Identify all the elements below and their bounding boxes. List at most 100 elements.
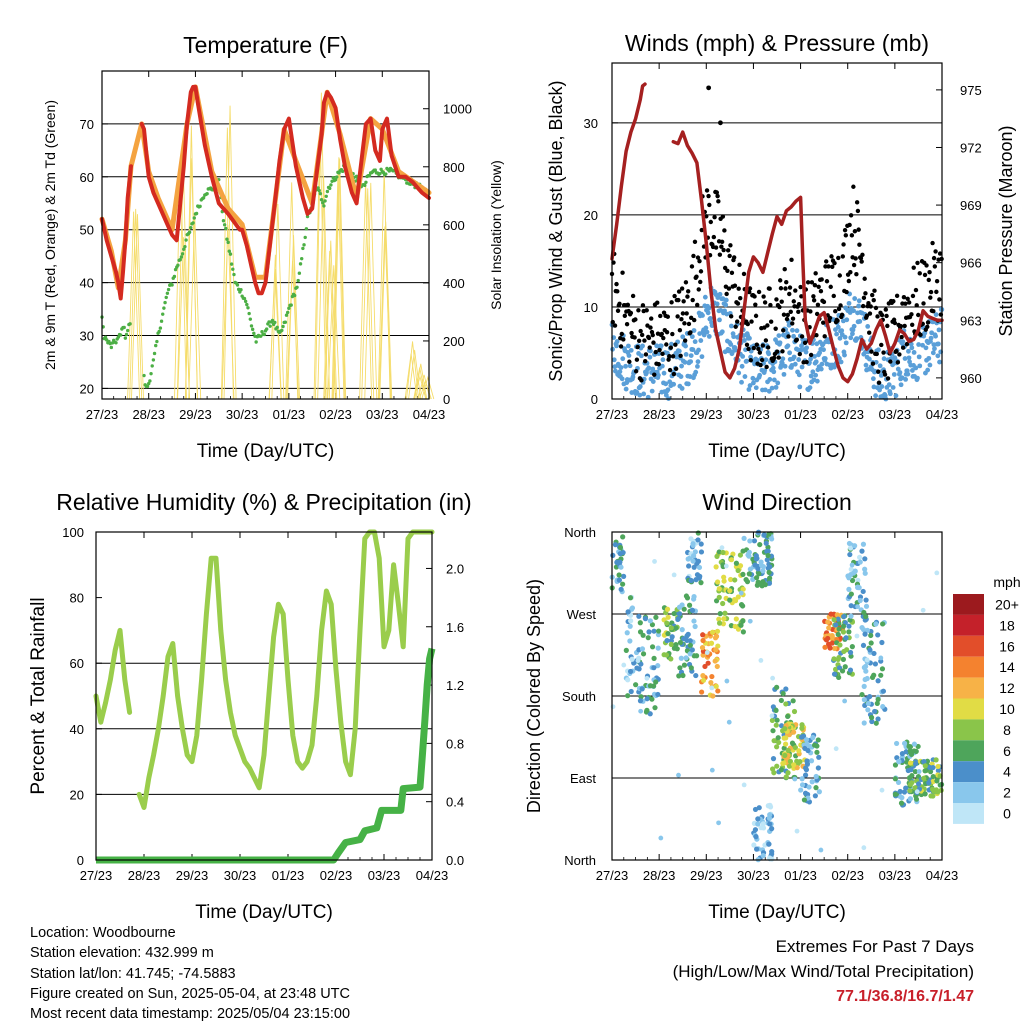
dewpoint-point (123, 336, 128, 340)
y-axis-label: Sonic/Prop Wind & Gust (Blue, Black) (546, 80, 566, 381)
direction-point (852, 543, 858, 549)
gust-point (668, 345, 674, 350)
gust-point (689, 315, 694, 321)
direction-point (912, 761, 919, 767)
direction-point (926, 780, 932, 786)
dewpoint-point (103, 335, 108, 339)
direction-point (831, 617, 837, 623)
wind-point (612, 364, 618, 370)
dewpoint-point (285, 310, 290, 315)
dewpoint-point (305, 214, 310, 219)
gust-point (848, 213, 854, 218)
legend-swatch (953, 761, 984, 783)
direction-point (644, 708, 650, 714)
gust-point (909, 312, 914, 317)
direction-point (737, 552, 744, 558)
gust-point (633, 317, 638, 322)
wind-point (933, 333, 938, 339)
direction-point (783, 735, 789, 741)
gust-point (898, 324, 904, 329)
direction-point (774, 717, 780, 723)
extremes-values: 77.1/36.8/16.7/1.47 (836, 988, 974, 1005)
wind-point (770, 365, 776, 371)
direction-point (715, 688, 721, 694)
direction-point (849, 562, 855, 568)
x-tick-label: 04/23 (413, 407, 446, 422)
wind-point (728, 342, 734, 347)
wind-point (649, 388, 655, 394)
gust-point (757, 350, 763, 355)
direction-point (694, 653, 700, 659)
wind-point (898, 382, 904, 388)
direction-point (778, 767, 785, 773)
x-axis-label: Time (Day/UTC) (708, 902, 846, 923)
direction-point (752, 827, 759, 833)
direction-point (879, 666, 886, 672)
direction-point (677, 639, 684, 646)
gust-point (913, 287, 919, 293)
wind-point (692, 339, 698, 345)
legend-label: 14 (999, 659, 1015, 675)
gust-point (764, 364, 769, 370)
gust-point (664, 329, 670, 335)
direction-point (778, 697, 784, 704)
wind-point (909, 345, 915, 351)
direction-point (914, 789, 920, 795)
gust-point (888, 359, 893, 364)
direction-point (724, 678, 730, 684)
wind-point (854, 336, 860, 342)
direction-point (791, 762, 797, 768)
gust-point (639, 378, 644, 383)
gust-point (894, 293, 900, 299)
wind-point (739, 363, 745, 369)
y-tick-label: 40 (80, 276, 94, 291)
wind-point (873, 393, 879, 399)
legend-swatch (953, 698, 984, 720)
gust-point (680, 311, 686, 316)
gust-point (891, 299, 896, 304)
gust-point (756, 289, 762, 295)
wind-point (731, 334, 737, 340)
direction-point (903, 749, 909, 755)
extremes-block: Extremes For Past 7 Days (High/Low/Max W… (673, 934, 974, 1009)
wind-point (911, 350, 917, 355)
wind-point (619, 376, 625, 382)
wind-point (835, 324, 841, 330)
x-axis-label: Time (Day/UTC) (195, 902, 333, 923)
direction-point (728, 557, 735, 563)
y2-tick-label: 200 (443, 334, 465, 349)
gust-point (651, 340, 656, 345)
direction-point (875, 632, 881, 638)
direction-point (676, 604, 683, 610)
gust-point (624, 321, 630, 327)
gust-point (648, 325, 653, 330)
dewpoint-point (142, 373, 146, 378)
direction-point (892, 791, 899, 797)
direction-point (655, 645, 661, 651)
y2-tick-label: 960 (960, 371, 982, 386)
direction-point (794, 828, 800, 834)
dewpoint-point (295, 285, 299, 289)
solar-trace (271, 204, 285, 400)
direction-point (709, 685, 715, 691)
gust-point (925, 320, 931, 325)
gust-point (781, 328, 786, 333)
dewpoint-point (335, 175, 339, 179)
y-tick-label: North (564, 853, 596, 868)
dewpoint-point (201, 196, 206, 200)
direction-point (721, 616, 727, 622)
direction-point (741, 782, 747, 788)
x-tick-label: 03/23 (368, 868, 401, 883)
panel-direction: Wind Direction 27/23 28/23 29/23 30/23 01/23 0… (524, 489, 958, 923)
wind-point (915, 375, 920, 381)
dewpoint-point (239, 288, 243, 292)
gust-point (741, 271, 747, 277)
wind-point (785, 343, 791, 349)
gust-point (697, 258, 702, 264)
direction-point (785, 713, 791, 720)
direction-point (861, 720, 867, 726)
direction-point (760, 564, 767, 570)
gust-point (735, 319, 740, 324)
wind-point (627, 363, 633, 369)
direction-point (840, 656, 847, 662)
